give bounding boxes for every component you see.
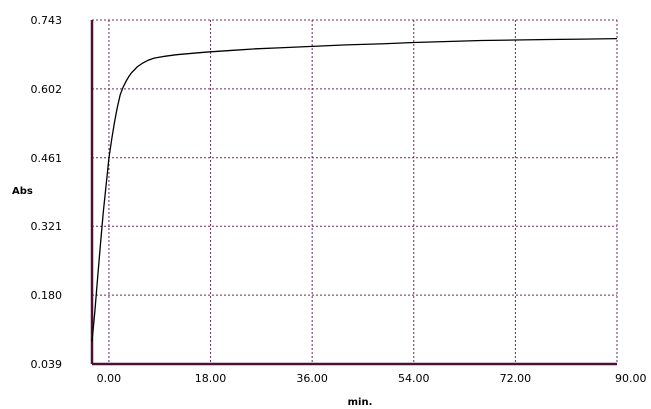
- x-axis-label: min.: [348, 397, 373, 408]
- grid: [92, 19, 618, 364]
- axes: [90, 20, 617, 366]
- y-tick-label: 0.743: [31, 14, 63, 27]
- x-tick-label: 90.00: [615, 372, 647, 385]
- x-tick-label: 36.00: [296, 372, 328, 385]
- x-tick-label: 18.00: [195, 372, 227, 385]
- y-tick-label: 0.321: [31, 220, 63, 233]
- y-tick-label: 0.039: [31, 358, 63, 371]
- y-axis-label: Abs: [12, 186, 33, 197]
- x-tick-label: 72.00: [500, 372, 532, 385]
- y-tick-label: 0.602: [31, 83, 63, 96]
- y-tick-label: 0.461: [31, 152, 63, 165]
- x-tick-label: 0.00: [97, 372, 122, 385]
- y-tick-label: 0.180: [31, 289, 63, 302]
- series-layer: [91, 37, 618, 342]
- series-line: [91, 37, 618, 342]
- tick-labels: 0.039 0.180 0.321 0.461 0.602 0.743 0.00 18.00 3…: [31, 14, 647, 385]
- x-tick-label: 54.00: [398, 372, 430, 385]
